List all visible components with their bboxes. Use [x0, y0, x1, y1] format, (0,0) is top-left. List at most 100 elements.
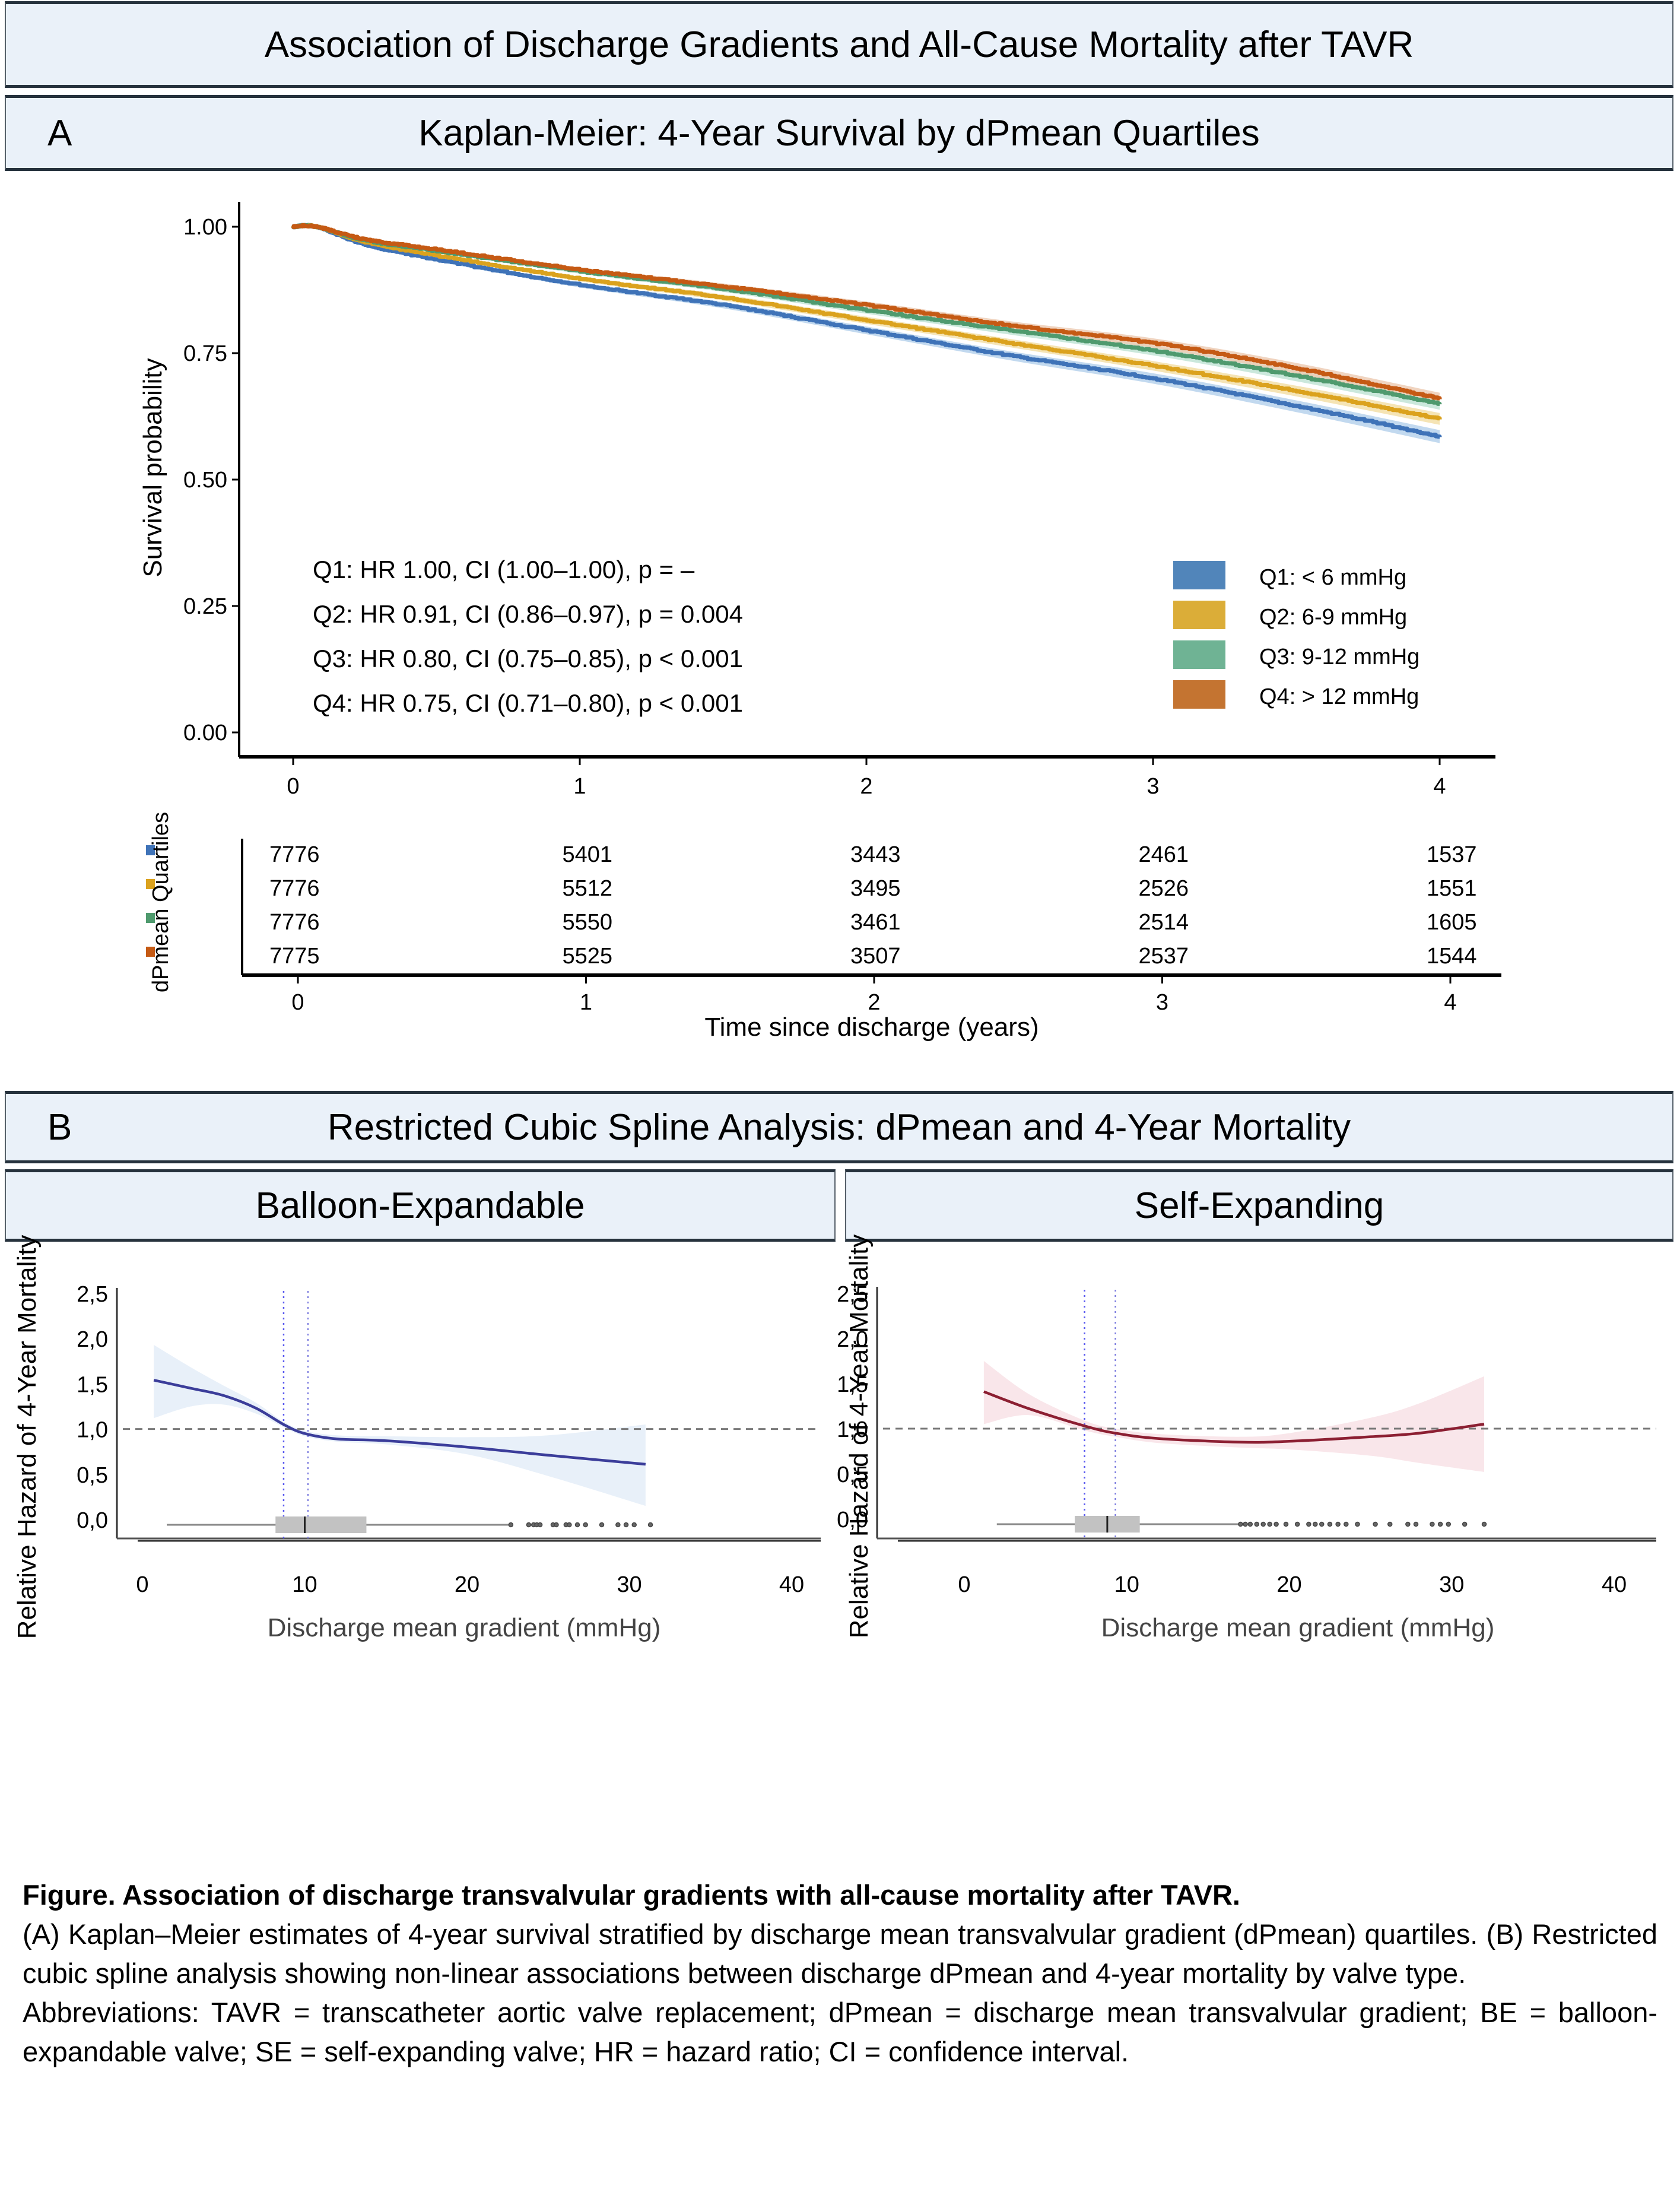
se-y-tick-label: 1,5: [837, 1372, 868, 1397]
se-boxplot-outlier: [1387, 1521, 1393, 1527]
risk-table-swatch: [146, 913, 155, 923]
se-boxplot-outlier: [1260, 1521, 1266, 1527]
be-x-tick-label: 0: [136, 1572, 148, 1597]
km-x-axis-label: Time since discharge (years): [704, 1013, 1039, 1042]
km-chart: 0.00 0.25 0.50 0.75 1.00 0 1 2 3 4 Survival probab…: [138, 202, 1501, 1042]
main-title: Association of Discharge Gradients and A…: [264, 24, 1414, 65]
se-boxplot-outlier: [1254, 1521, 1259, 1527]
risk-table-swatch: [146, 947, 155, 957]
se-boxplot-outlier: [1335, 1521, 1341, 1527]
se-boxplot-outlier: [1319, 1521, 1325, 1527]
se-boxplot-outlier: [1327, 1521, 1333, 1527]
risk-table-value: 7776: [269, 842, 320, 867]
risk-table-value: 5401: [563, 842, 613, 867]
be-y-tick-label: 0,0: [77, 1508, 108, 1533]
be-boxplot-outlier: [567, 1522, 572, 1528]
km-legend-swatch: [1173, 561, 1225, 589]
panel-a-title: Kaplan-Meier: 4-Year Survival by dPmean …: [418, 112, 1260, 154]
se-y-tick-label: 0,5: [837, 1462, 868, 1487]
se-spline-curve: [983, 1390, 1485, 1444]
km-hr-annotation: Q4: HR 0.75, CI (0.71–0.80), p < 0.001: [313, 689, 743, 717]
figure-caption: Figure. Association of discharge transva…: [23, 1876, 1657, 2071]
risk-table-x-tick-label: 4: [1444, 990, 1456, 1015]
risk-table-value: 7776: [269, 876, 320, 901]
km-legend-label: Q4: > 12 mmHg: [1259, 684, 1419, 709]
se-boxplot-outlier: [1430, 1521, 1435, 1527]
km-ci-band-1: [293, 224, 1440, 443]
caption-title: Figure. Association of discharge transva…: [23, 1879, 1240, 1911]
se-boxplot-outlier: [1294, 1521, 1300, 1527]
main-title-box: Association of Discharge Gradients and A…: [5, 1, 1673, 88]
be-spline-curve: [153, 1379, 646, 1466]
se-boxplot-outlier: [1344, 1521, 1349, 1527]
km-x-tick-label: 4: [1433, 774, 1446, 799]
km-hr-annotation: Q3: HR 0.80, CI (0.75–0.85), p < 0.001: [313, 645, 743, 672]
be-boxplot-outlier: [583, 1522, 588, 1528]
km-y-axis-label: Survival probability: [138, 358, 167, 577]
be-x-tick-label: 20: [455, 1572, 479, 1597]
risk-table-value: 1605: [1427, 910, 1477, 935]
risk-table-value: 5550: [563, 910, 613, 935]
risk-table-value: 2526: [1139, 876, 1189, 901]
caption-body: (A) Kaplan–Meier estimates of 4-year sur…: [23, 1918, 1657, 1989]
km-y-tick-label: 0.00: [183, 721, 227, 745]
be-boxplot-outlier: [574, 1522, 580, 1528]
panel-b-header: B Restricted Cubic Spline Analysis: dPme…: [5, 1091, 1673, 1163]
se-boxplot-outlier: [1355, 1521, 1360, 1527]
be-x-tick-label: 40: [779, 1572, 804, 1597]
subpanel-be-title: Balloon-Expandable: [255, 1185, 585, 1226]
se-x-tick-label: 20: [1276, 1572, 1301, 1597]
se-spline-chart: 0,0 0,5 1,0 1,5 2,0 2,5 0 10 20 30 40 Discharge mea…: [837, 1235, 1656, 1642]
risk-table-y-label: dPmean Quartiles: [148, 812, 173, 992]
be-boxplot-outlier: [623, 1522, 629, 1528]
subpanel-se-title: Self-Expanding: [1134, 1185, 1384, 1226]
km-curve-q4: [291, 223, 1442, 401]
se-boxplot-outlier: [1306, 1521, 1311, 1527]
se-ci-band: [983, 1361, 1484, 1472]
se-x-tick-label: 10: [1114, 1572, 1139, 1597]
panel-a-header: A Kaplan-Meier: 4-Year Survival by dPmea…: [5, 95, 1673, 171]
se-y-tick-label: 2,0: [837, 1327, 868, 1352]
risk-table-value: 3495: [850, 876, 901, 901]
risk-table-value: 7776: [269, 910, 320, 935]
be-y-tick-label: 0,5: [77, 1463, 108, 1488]
risk-table-value: 2514: [1139, 910, 1189, 935]
km-x-tick-label: 0: [287, 774, 299, 799]
be-spline-chart: 0,0 0,5 1,0 1,5 2,0 2,5 0 10 20 30 40 Discharge mea…: [12, 1235, 821, 1642]
se-y-axis-label: Relative Hazard of 4-Year Mortality: [844, 1235, 874, 1639]
risk-table-x-tick-label: 1: [580, 990, 592, 1015]
se-boxplot-outlier: [1247, 1521, 1253, 1527]
be-boxplot-outlier: [615, 1522, 621, 1528]
subpanel-se-header: Self-Expanding: [845, 1169, 1673, 1242]
be-y-tick-label: 1,0: [77, 1418, 108, 1443]
risk-table-value: 2537: [1139, 944, 1189, 969]
be-boxplot-outlier: [631, 1522, 637, 1528]
be-y-axis-label: Relative Hazard of 4-Year Mortality: [12, 1235, 42, 1639]
se-boxplot-outlier: [1274, 1521, 1279, 1527]
panel-a-letter: A: [47, 112, 72, 154]
km-y-tick-label: 0.25: [183, 594, 227, 619]
panel-b-letter: B: [47, 1106, 72, 1148]
be-x-axis-label: Discharge mean gradient (mmHg): [268, 1613, 661, 1642]
km-x-tick-label: 2: [860, 774, 872, 799]
se-boxplot-outlier: [1283, 1521, 1289, 1527]
se-boxplot-outlier: [1437, 1521, 1443, 1527]
be-boxplot-outlier: [647, 1522, 653, 1528]
risk-table-value: 7775: [269, 944, 320, 969]
km-x-tick-label: 1: [573, 774, 586, 799]
be-y-tick-label: 1,5: [77, 1372, 108, 1397]
km-legend-label: Q3: 9-12 mmHg: [1259, 645, 1419, 670]
risk-table-value: 3507: [850, 944, 901, 969]
risk-table-x-tick-label: 0: [291, 990, 304, 1015]
be-boxplot-outlier: [526, 1522, 532, 1528]
se-y-tick-label: 2,5: [837, 1282, 868, 1307]
be-boxplot-outlier: [537, 1522, 543, 1528]
be-x-tick-label: 30: [617, 1572, 641, 1597]
km-legend-label: Q2: 6-9 mmHg: [1259, 605, 1407, 630]
be-x-tick-label: 10: [292, 1572, 317, 1597]
risk-table-value: 1537: [1427, 842, 1477, 867]
risk-table-swatch: [146, 879, 155, 889]
se-boxplot-outlier: [1373, 1521, 1378, 1527]
km-legend-swatch: [1173, 601, 1225, 629]
